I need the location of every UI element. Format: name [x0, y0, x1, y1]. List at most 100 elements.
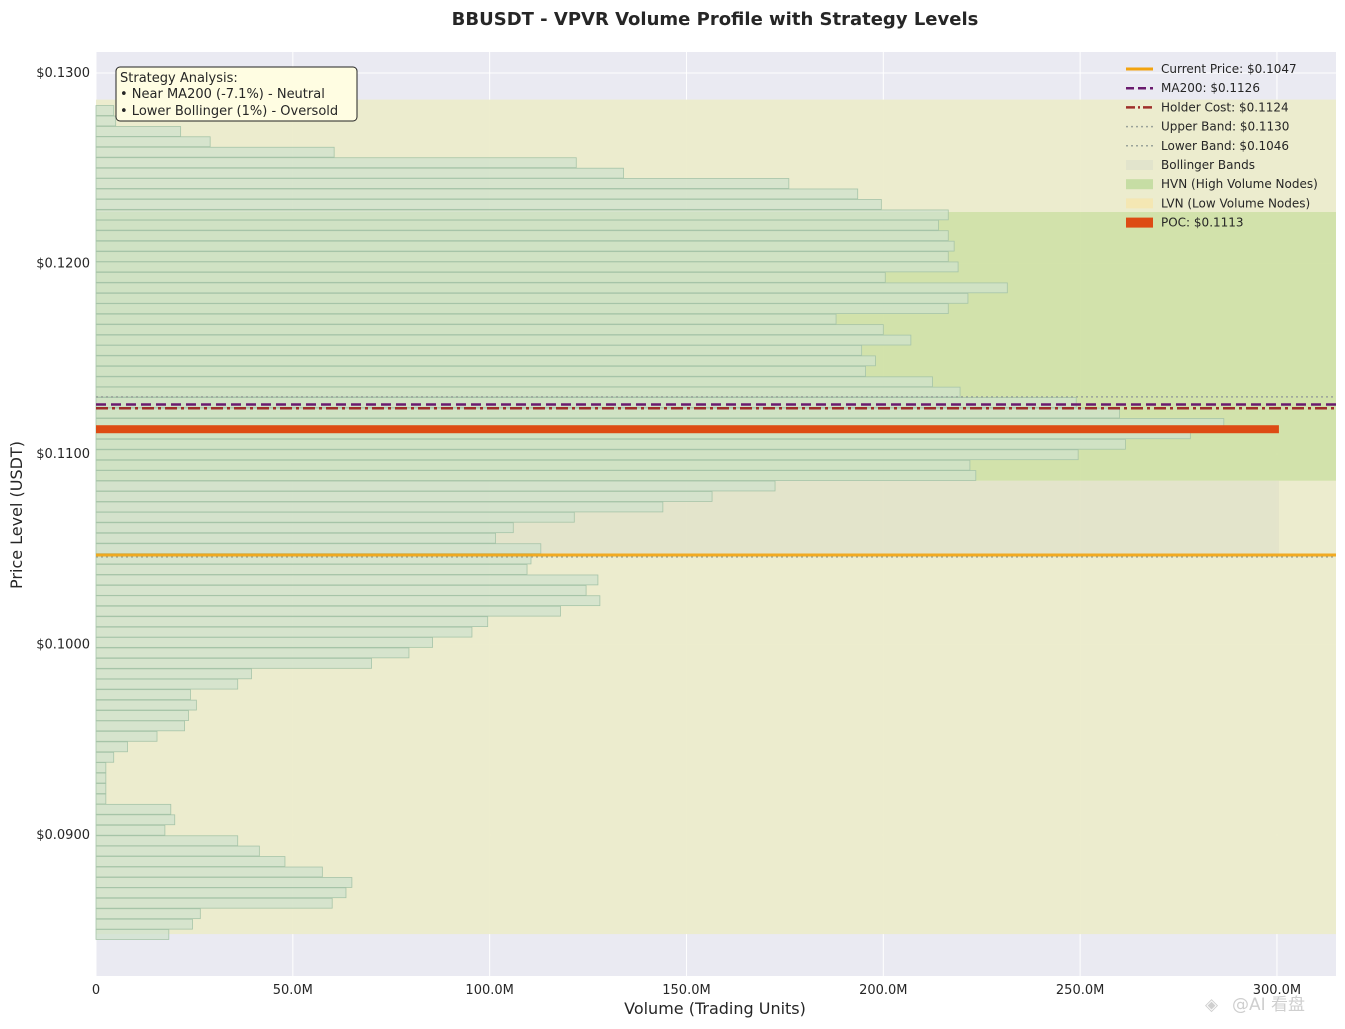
legend-label: Upper Band: $0.1130 — [1161, 120, 1289, 134]
volume-bar — [95, 334, 912, 346]
x-tick-label: 100.0M — [465, 983, 513, 998]
volume-bar — [95, 522, 514, 534]
volume-bar — [95, 199, 882, 210]
volume-bar — [95, 230, 949, 242]
volume-bar — [95, 616, 489, 627]
volume-bar — [95, 240, 955, 252]
volume-bar — [95, 585, 587, 596]
volume-bar — [95, 741, 128, 753]
volume-bar — [95, 188, 859, 200]
volume-bar — [95, 438, 1126, 450]
x-tick-label: 250.0M — [1056, 983, 1104, 998]
legend-label: Bollinger Bands — [1161, 158, 1255, 172]
legend-entry: Bollinger Bands — [1126, 158, 1255, 172]
volume-bar — [95, 595, 601, 607]
volume-bar — [95, 272, 886, 283]
chart-title: BBUSDT - VPVR Volume Profile with Strate… — [452, 9, 979, 30]
legend: Current Price: $0.1047 MA200: $0.1126 Hold… — [1126, 62, 1318, 230]
legend-entry: Holder Cost: $0.1124 — [1126, 100, 1289, 114]
legend-label: LVN (Low Volume Nodes) — [1161, 196, 1310, 210]
volume-bar — [95, 449, 1079, 461]
watermark: ◈ @AI 看盘 — [1205, 995, 1305, 1015]
strategy-analysis-bollinger-note: • Lower Bollinger (1%) - Oversold — [120, 104, 338, 119]
volume-bar — [95, 929, 170, 940]
volume-bar — [95, 282, 1008, 294]
x-axis-label: Volume (Trading Units) — [624, 999, 806, 1018]
volume-bar — [95, 219, 939, 231]
volume-bars — [95, 105, 1279, 940]
volume-bar — [95, 647, 410, 659]
x-tick-label: 200.0M — [859, 983, 907, 998]
legend-entry: HVN (High Volume Nodes) — [1126, 177, 1318, 191]
volume-bar — [95, 470, 977, 481]
legend-patch-swatch — [1126, 198, 1153, 209]
volume-bar — [95, 897, 333, 909]
x-tick-label: 300.0M — [1253, 983, 1301, 998]
volume-bar — [95, 126, 182, 137]
legend-label: POC: $0.1113 — [1161, 216, 1244, 230]
volume-bar — [95, 261, 959, 273]
volume-bar — [95, 136, 211, 148]
volume-bar — [95, 877, 353, 888]
volume-bar — [95, 689, 191, 700]
volume-bar — [95, 866, 323, 878]
legend-label: Lower Band: $0.1046 — [1161, 139, 1289, 153]
volume-bar — [95, 344, 863, 356]
volume-bar — [95, 324, 884, 335]
volume-bar — [95, 511, 575, 523]
x-tick-label: 0 — [92, 983, 100, 998]
volume-bar — [95, 355, 876, 367]
volume-bar — [95, 115, 117, 127]
strategy-analysis-heading: Strategy Analysis: — [120, 71, 238, 86]
volume-bar — [95, 762, 107, 773]
volume-bar — [95, 365, 866, 377]
volume-bar — [95, 480, 776, 492]
volume-bar — [95, 167, 624, 179]
axis-ticks: 0 50.0M 100.0M 150.0M 200.0M 250.0M 300.0M $0.1… — [36, 66, 1301, 998]
volume-bar — [95, 564, 528, 575]
volume-bar — [95, 459, 971, 471]
volume-bar — [95, 720, 185, 732]
strategy-level-lines — [96, 396, 1336, 558]
volume-bar — [95, 668, 252, 680]
legend-entry: POC: $0.1113 — [1126, 216, 1244, 230]
strategy-analysis-ma200-note: • Near MA200 (-7.1%) - Neutral — [120, 87, 325, 102]
volume-bar — [95, 887, 347, 899]
volume-bar — [95, 146, 335, 158]
volume-bar — [95, 209, 949, 221]
volume-bar — [95, 783, 107, 794]
volume-bar — [95, 751, 115, 763]
strategy-analysis-box-frame — [115, 66, 358, 122]
strategy-analysis-box: Strategy Analysis: • Near MA200 (-7.1%) … — [115, 66, 358, 122]
legend-patch-swatch — [1126, 217, 1153, 228]
volume-bar — [95, 772, 107, 784]
volume-bar — [95, 835, 239, 847]
volume-bar — [95, 303, 949, 314]
legend-label: Holder Cost: $0.1124 — [1161, 100, 1289, 114]
legend-entry: Lower Band: $0.1046 — [1126, 139, 1289, 153]
y-tick-label: $0.1000 — [36, 638, 90, 653]
legend-entry: LVN (Low Volume Nodes) — [1126, 196, 1310, 210]
legend-entry: Current Price: $0.1047 — [1126, 62, 1297, 76]
volume-bar — [95, 793, 107, 805]
x-tick-label: 50.0M — [273, 983, 313, 998]
volume-bar — [95, 908, 201, 920]
legend-label: Current Price: $0.1047 — [1161, 62, 1297, 76]
volume-bar — [95, 658, 372, 669]
volume-bar — [95, 814, 176, 826]
legend-entry: MA200: $0.1126 — [1126, 81, 1260, 95]
volume-bar — [95, 407, 1120, 419]
watermark-text: @AI 看盘 — [1232, 995, 1305, 1015]
volume-bar — [95, 845, 260, 857]
legend-label: MA200: $0.1126 — [1161, 81, 1260, 95]
volume-bar — [95, 699, 197, 711]
volume-bar — [95, 397, 1077, 408]
volume-bar — [95, 637, 433, 648]
volume-bar — [95, 803, 172, 815]
volume-bar — [95, 710, 189, 721]
volume-bar — [95, 856, 286, 867]
y-tick-label: $0.1200 — [36, 256, 90, 271]
volume-bar — [95, 157, 577, 169]
y-tick-label: $0.0900 — [36, 828, 90, 843]
